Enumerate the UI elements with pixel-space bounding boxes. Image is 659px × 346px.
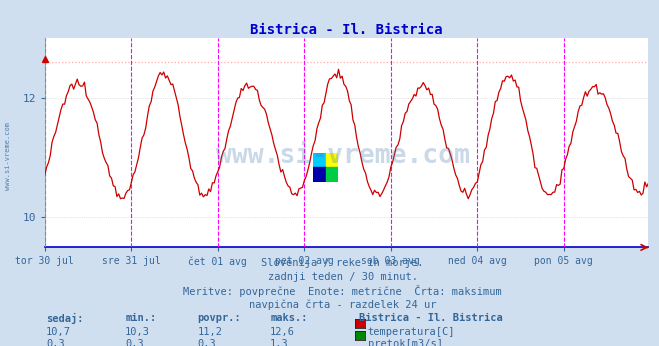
Text: www.si-vreme.com: www.si-vreme.com xyxy=(5,122,11,190)
Text: 10,3: 10,3 xyxy=(125,327,150,337)
Text: www.si-vreme.com: www.si-vreme.com xyxy=(215,143,470,169)
Bar xyxy=(326,167,338,182)
Text: 0,3: 0,3 xyxy=(198,339,216,346)
Bar xyxy=(313,153,326,167)
Text: 11,2: 11,2 xyxy=(198,327,223,337)
Text: maks.:: maks.: xyxy=(270,313,308,323)
Text: 0,3: 0,3 xyxy=(125,339,144,346)
Text: 10,7: 10,7 xyxy=(46,327,71,337)
Title: Bistrica - Il. Bistrica: Bistrica - Il. Bistrica xyxy=(250,23,443,37)
Text: zadnji teden / 30 minut.: zadnji teden / 30 minut. xyxy=(268,272,418,282)
Text: 0,3: 0,3 xyxy=(46,339,65,346)
Text: temperatura[C]: temperatura[C] xyxy=(368,327,455,337)
Text: Slovenija / reke in morje.: Slovenija / reke in morje. xyxy=(262,258,424,268)
Text: min.:: min.: xyxy=(125,313,156,323)
Text: pretok[m3/s]: pretok[m3/s] xyxy=(368,339,443,346)
Text: sedaj:: sedaj: xyxy=(46,313,84,324)
Text: Meritve: povprečne  Enote: metrične  Črta: maksimum: Meritve: povprečne Enote: metrične Črta:… xyxy=(183,285,502,298)
Text: povpr.:: povpr.: xyxy=(198,313,241,323)
Text: Bistrica - Il. Bistrica: Bistrica - Il. Bistrica xyxy=(359,313,503,323)
Text: 12,6: 12,6 xyxy=(270,327,295,337)
Text: 1,3: 1,3 xyxy=(270,339,289,346)
Text: navpična črta - razdelek 24 ur: navpična črta - razdelek 24 ur xyxy=(249,299,436,310)
Bar xyxy=(326,153,338,167)
Bar xyxy=(313,167,326,182)
